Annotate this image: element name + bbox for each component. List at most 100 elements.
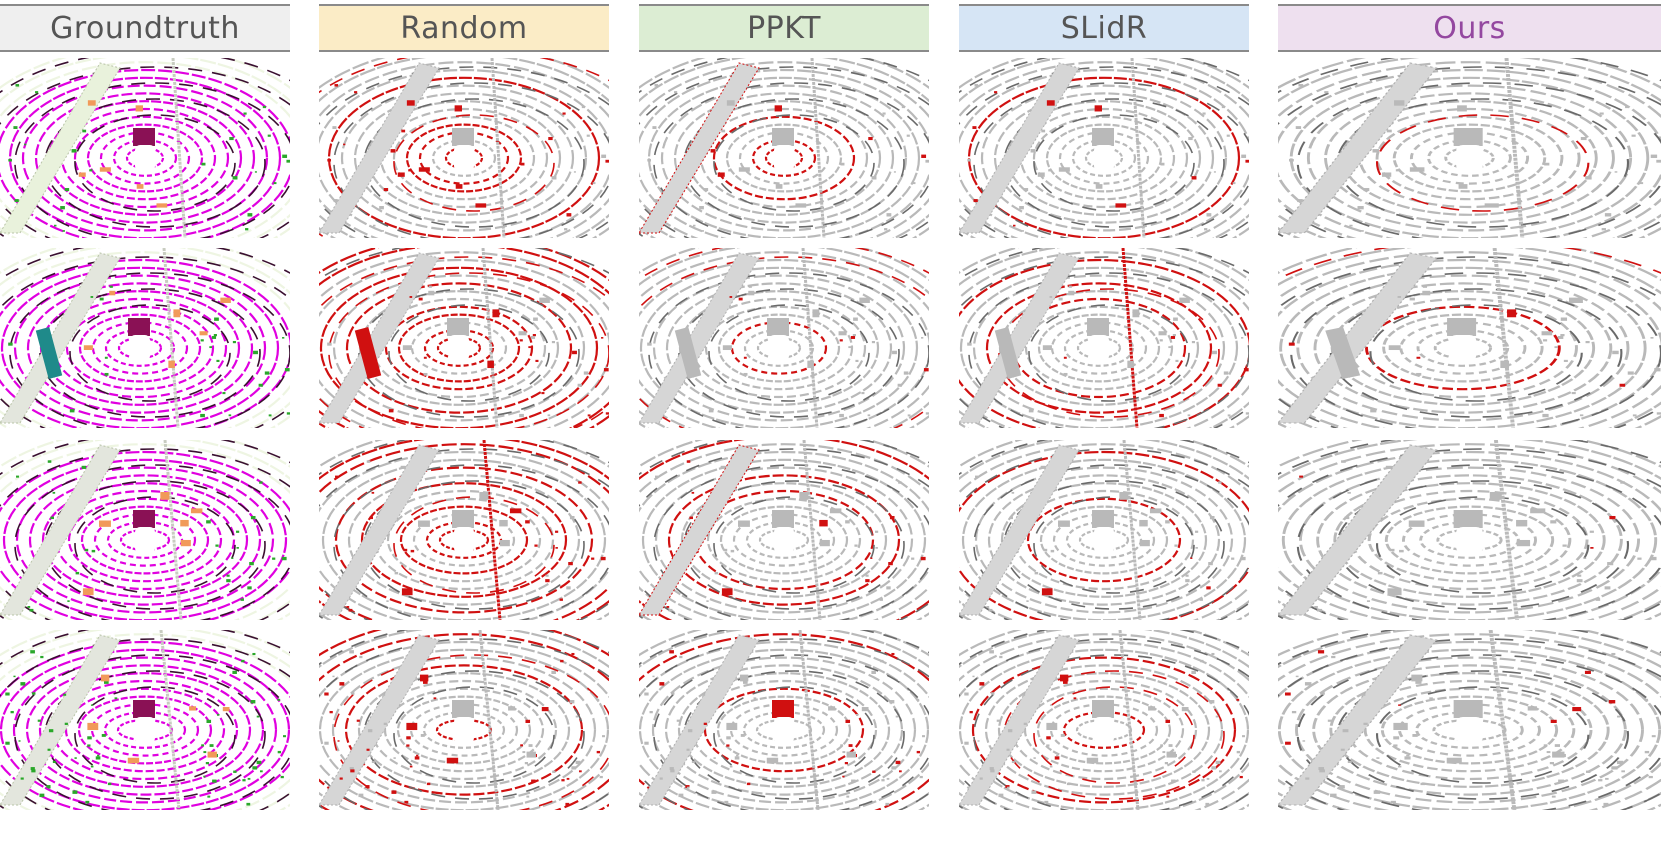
- point-cluster-vegetation: [888, 562, 893, 566]
- point-cluster-car: [199, 331, 208, 336]
- point-cluster-vegetation: [666, 606, 670, 608]
- point-cluster-vegetation: [1195, 547, 1198, 549]
- point-cluster-vegetation: [1339, 785, 1345, 788]
- point-cluster-vegetation: [1644, 698, 1649, 701]
- point-cluster-car: [1382, 172, 1392, 177]
- point-cluster-vegetation: [644, 692, 649, 696]
- point-cluster-vegetation: [586, 134, 590, 137]
- point-cluster-car: [189, 706, 197, 711]
- point-cluster-road: [639, 68, 929, 238]
- point-cluster-vegetation: [1370, 409, 1377, 413]
- point-cluster-road: [319, 640, 609, 810]
- point-cluster-vegetation: [530, 336, 536, 339]
- column-header-ppkt: PPKT: [639, 4, 929, 52]
- point-cluster-vegetation: [366, 460, 371, 463]
- point-cluster-vegetation: [1605, 777, 1609, 780]
- point-cloud-gt-row-2: [0, 248, 290, 428]
- point-cluster-car: [78, 172, 86, 177]
- point-cluster-road: [1278, 640, 1661, 810]
- point-cluster-vegetation: [1049, 296, 1053, 298]
- point-cluster-vegetation: [103, 680, 109, 684]
- point-cluster-curb: [1329, 288, 1623, 418]
- point-cluster-vegetation: [746, 782, 751, 786]
- point-cluster-vegetation: [272, 557, 276, 560]
- point-cluster-undefined: [1094, 527, 1114, 553]
- point-cluster-vegetation: [388, 409, 394, 413]
- point-cluster-vegetation: [1598, 779, 1603, 782]
- point-cluster-vegetation: [1608, 700, 1616, 704]
- point-cluster-vegetation: [350, 769, 355, 773]
- point-cluster-road: [34, 92, 256, 224]
- point-cluster-road: [383, 687, 545, 773]
- point-cluster-undefined: [1094, 717, 1114, 743]
- point-cluster-car: [220, 297, 231, 303]
- point-cluster-road: [1036, 695, 1172, 765]
- point-cluster-vegetation: [1344, 516, 1350, 520]
- point-cluster-manmade: [810, 58, 826, 238]
- point-cluster-vegetation: [853, 317, 858, 321]
- point-cluster-vegetation: [67, 600, 70, 602]
- point-cluster-vegetation: [379, 206, 384, 210]
- point-cluster-curb: [1375, 114, 1590, 212]
- point-cluster-road: [418, 131, 510, 185]
- point-cluster-vegetation: [240, 598, 244, 601]
- point-cluster-vegetation: [983, 143, 986, 146]
- point-cluster-vegetation: [979, 777, 983, 780]
- point-cluster-vegetation: [561, 779, 565, 782]
- point-cluster-vegetation: [1191, 176, 1197, 180]
- point-cluster-vegetation: [367, 729, 373, 733]
- point-cluster-vegetation: [209, 346, 212, 349]
- point-cluster-vegetation: [1656, 159, 1661, 163]
- point-cluster-vegetation: [236, 547, 239, 549]
- point-cluster-vegetation: [1191, 341, 1195, 344]
- point-cluster-vegetation: [1318, 767, 1325, 771]
- point-cluster-vegetation: [20, 777, 24, 780]
- point-cluster-vegetation: [569, 515, 575, 520]
- point-cluster-vegetation: [1013, 224, 1016, 227]
- point-cluster-vegetation: [892, 350, 897, 355]
- point-cluster-vegetation: [886, 777, 890, 780]
- point-cluster-vegetation: [391, 790, 397, 794]
- point-cluster-vegetation: [891, 652, 895, 656]
- point-cluster-road: [319, 450, 609, 620]
- point-cluster-car: [1059, 674, 1069, 682]
- point-cluster-vegetation: [1236, 698, 1240, 701]
- point-cloud-ppkt-row-3: [639, 440, 929, 620]
- point-cluster-vegetation: [334, 84, 339, 87]
- point-cluster-car: [156, 203, 168, 208]
- point-cluster-vegetation: [46, 785, 51, 788]
- point-cluster-vegetation: [578, 481, 582, 484]
- point-cluster-vegetation: [390, 149, 396, 153]
- point-cluster-vegetation: [713, 757, 716, 759]
- point-cluster-vegetation: [1546, 751, 1551, 754]
- point-cluster-vegetation: [259, 770, 263, 773]
- point-cluster-vegetation: [409, 296, 413, 298]
- point-cluster-vegetation: [85, 800, 90, 804]
- point-cluster-vegetation: [62, 230, 65, 232]
- point-cluster-vegetation: [212, 779, 217, 783]
- point-cluster-road: [703, 687, 865, 773]
- point-cluster-vegetation: [81, 465, 87, 469]
- point-cluster-vegetation: [16, 475, 19, 478]
- point-cluster-vegetation: [886, 586, 891, 590]
- point-cluster-vegetation: [282, 154, 288, 158]
- point-cluster-vegetation: [1162, 751, 1166, 754]
- point-cluster-car: [100, 674, 110, 682]
- point-cluster-road: [384, 305, 534, 391]
- point-cluster-vegetation: [371, 760, 375, 764]
- point-cluster-sidewalk: [959, 443, 1249, 620]
- point-cluster-vegetation: [1019, 206, 1024, 210]
- point-cluster-road: [319, 648, 609, 810]
- point-cluster-vegetation: [200, 413, 205, 418]
- point-cluster-vegetation: [1040, 465, 1046, 469]
- point-cluster-vegetation: [406, 736, 411, 740]
- point-cluster-vegetation: [592, 182, 596, 185]
- point-cluster-undefined: [769, 335, 789, 361]
- point-cluster-road: [660, 84, 908, 232]
- point-cluster-vegetation: [702, 693, 706, 696]
- point-cluster-vegetation: [1656, 412, 1661, 415]
- point-cluster-vegetation: [250, 700, 256, 704]
- point-cluster-car: [1388, 345, 1401, 351]
- point-cluster-vegetation: [659, 682, 665, 686]
- point-cluster-road: [639, 258, 929, 428]
